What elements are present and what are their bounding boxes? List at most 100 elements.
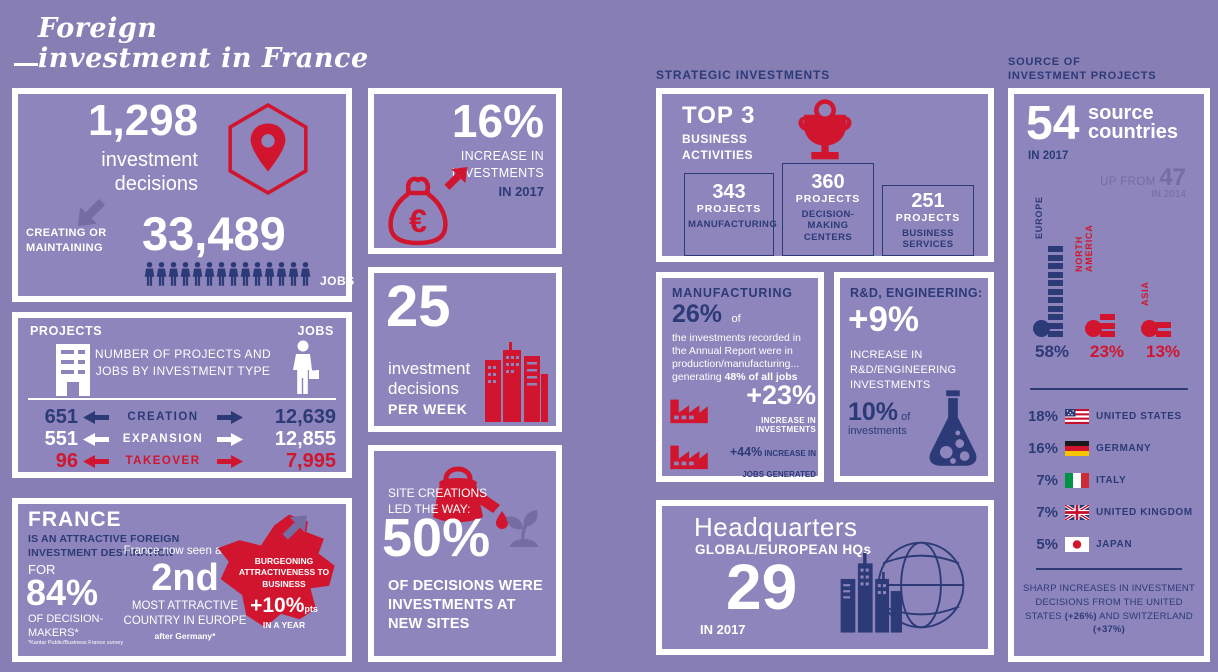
region-label-europe: EUROPE: [1034, 196, 1044, 239]
country-row-japan: 5% JAPAN: [1020, 528, 1200, 560]
country-percent: 7%: [1036, 503, 1058, 521]
arrow-right-icon: [216, 432, 244, 446]
jobs-value: 33,489: [142, 207, 286, 260]
rank-intro: France now seen as the: [123, 545, 247, 557]
france-rank-block: France now seen as the 2nd MOST ATTRACTI…: [120, 544, 250, 641]
france-subtitle: IS AN ATTRACTIVE FOREIGN INVESTMENT DEST…: [28, 533, 180, 559]
country-row-germany: 16% GERMANY: [1020, 432, 1200, 464]
france-map-icon: [218, 514, 335, 628]
watering-can-plant-icon: [433, 466, 538, 547]
creating-maintaining-label: CREATING OR MAINTAINING: [26, 227, 107, 254]
decisions-per-week-panel: 25 investment decisions PER WEEK: [368, 267, 562, 432]
region-label-asia: ASIA: [1140, 281, 1150, 306]
region-bar-europe: [1048, 246, 1063, 340]
hq-subtitle: GLOBAL/EUROPEAN HQs: [695, 542, 872, 557]
source-header-line1: SOURCE OF: [1008, 56, 1081, 68]
manufacturing-pct-row: 26% of: [672, 300, 741, 329]
region-circle-europe: [1033, 320, 1050, 337]
flag-japan-icon: [1065, 536, 1089, 552]
rnd-value: +9%: [848, 300, 920, 339]
country-name: JAPAN: [1096, 538, 1133, 550]
person-icon: [288, 261, 299, 286]
week-label: investment decisions: [388, 359, 471, 398]
country-name: GERMANY: [1096, 442, 1152, 454]
investment-decisions-panel: 1,298 investment decisions CREATING OR M…: [12, 88, 355, 302]
podium-business-services: 251 PROJECTS BUSINESS SERVICES: [882, 185, 974, 256]
sites-intro: SITE CREATIONS LED THE WAY:: [388, 486, 488, 517]
note-text: SHARP INCREASES IN INVESTMENT DECISIONS …: [1023, 583, 1195, 622]
source-divider-top: [1030, 388, 1188, 390]
rnd-share-of: of: [898, 411, 911, 423]
arrow-right-icon: [216, 410, 244, 424]
person-icon: [144, 261, 155, 286]
region-value-north-america: 23%: [1089, 342, 1125, 361]
source-upfrom-block: UP FROM 47 IN 2014: [1074, 164, 1186, 200]
note-bold-switzerland: (+37%): [1092, 624, 1126, 636]
podium-value: 360: [811, 171, 845, 193]
headquarters-panel: Headquarters GLOBAL/EUROPEAN HQs 29 IN 2…: [656, 500, 994, 655]
location-pin-hexagon-icon: [228, 102, 308, 196]
week-value: 25: [386, 274, 451, 339]
person-icon: [204, 261, 215, 286]
rnd-title: R&D, ENGINEERING:: [850, 286, 983, 300]
country-name: UNITED STATES: [1096, 410, 1182, 422]
country-list: 18% UNITED STATES 16% GERMANY 7% ITALY: [1020, 400, 1200, 560]
map-value-unit: pts: [304, 604, 318, 615]
top3-subtitle: BUSINESS ACTIVITIES: [682, 132, 754, 162]
person-icon: [276, 261, 287, 286]
region-label-north-america: NORTH AMERICA: [1074, 224, 1094, 272]
podium-label: MANUFACTURING: [688, 218, 778, 230]
country-name: UNITED KINGDOM: [1096, 506, 1193, 518]
takeover-jobs: 7,995: [285, 449, 336, 472]
svg-text:€: €: [409, 203, 427, 239]
sites-value: 50%: [382, 508, 491, 568]
podium-manufacturing: 343 PROJECTS MANUFACTURING: [684, 173, 778, 256]
france-attractiveness-panel: FRANCE IS AN ATTRACTIVE FOREIGN INVESTME…: [12, 498, 352, 662]
podium-label: DECISION-MAKING CENTERS: [801, 208, 855, 244]
arrow-up-right-icon: [280, 510, 314, 544]
building-icon: [56, 344, 90, 396]
france-percent-label: OF DECISION-MAKERS*: [28, 613, 104, 640]
arrow-up-right-icon: [442, 162, 474, 194]
person-briefcase-icon: [293, 340, 319, 394]
podium-unit: PROJECTS: [795, 193, 861, 205]
manufacturing-stat2: +44% INCREASE IN JOBS GENERATED: [718, 442, 816, 484]
types-divider: [28, 398, 336, 400]
manufacturing-panel: MANUFACTURING 26% of the investments rec…: [656, 272, 824, 482]
map-sub: IN A YEAR: [262, 620, 306, 631]
types-center-label: NUMBER OF PROJECTS AND JOBS BY INVESTMEN…: [94, 347, 272, 378]
page-title: Foreign investment in France: [38, 13, 369, 75]
podium-decision-making: 360 PROJECTS DECISION-MAKING CENTERS: [782, 163, 874, 256]
expansion-projects: 551: [44, 427, 78, 450]
top3-title: TOP 3: [682, 102, 756, 129]
week-sub: PER WEEK: [388, 401, 468, 417]
region-value-asia: 13%: [1145, 342, 1181, 361]
france-for-label: FOR: [28, 562, 56, 577]
upfrom-value: 47: [1159, 164, 1186, 191]
arrow-left-icon: [82, 410, 110, 424]
flag-germany-icon: [1065, 440, 1089, 456]
podium-unit: PROJECTS: [696, 203, 762, 215]
flag-united-kingdom-icon: [1065, 504, 1089, 520]
flag-italy-icon: [1065, 472, 1089, 488]
table-row-takeover: 96 TAKEOVER 7,995: [18, 450, 346, 472]
map-caption: BURGEONING ATTRACTIVENESS TO BUSINESS: [238, 556, 330, 589]
note-bold-us: (+26%): [1064, 610, 1097, 622]
page-title-line2: investment in France: [38, 43, 369, 75]
source-divider-bottom: [1036, 568, 1182, 570]
rank-note: after Germany*: [154, 630, 216, 641]
decisions-label: investment decisions: [101, 149, 198, 195]
creation-projects: 651: [44, 405, 78, 428]
increase-label: INCREASE IN INVESTMENTS: [451, 149, 544, 180]
map-value: +10%: [250, 594, 305, 618]
manufacturing-stat2-value: +44%: [729, 445, 763, 459]
person-icon: [180, 261, 191, 286]
manufacturing-of: of: [731, 313, 741, 325]
source-big-label: source countries: [1088, 102, 1179, 143]
people-row: JOBS: [144, 260, 355, 288]
money-bag-icon: €: [388, 176, 448, 246]
red-buildings-icon: [485, 342, 548, 422]
title-underline-dash: [14, 63, 38, 66]
person-icon: [264, 261, 275, 286]
rnd-engineering-panel: R&D, ENGINEERING: +9% INCREASE IN R&D/EN…: [834, 272, 994, 482]
